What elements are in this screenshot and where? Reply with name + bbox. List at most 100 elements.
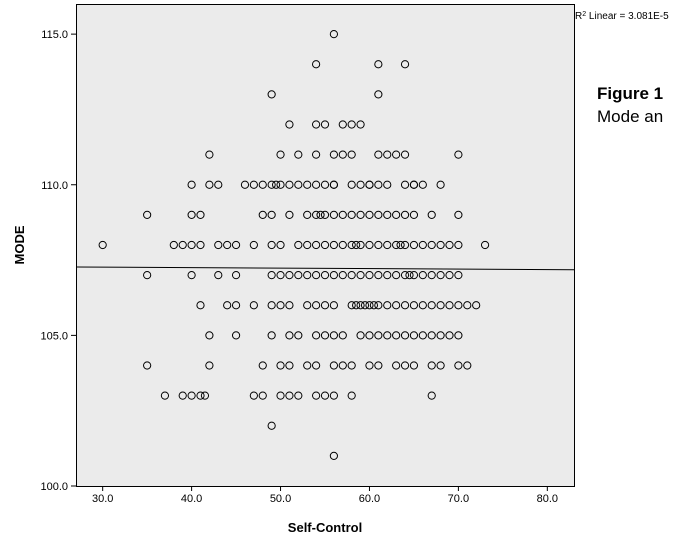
data-point: [205, 180, 214, 189]
r2-linear-label: R2 Linear = 3.081E-5: [575, 11, 669, 23]
data-point: [320, 240, 330, 250]
data-point: [98, 240, 107, 250]
data-point: [214, 180, 223, 189]
data-point: [312, 210, 321, 219]
data-point: [312, 361, 321, 370]
data-point: [427, 271, 436, 280]
data-point: [200, 391, 210, 400]
data-point: [392, 271, 401, 280]
data-point: [267, 210, 276, 219]
data-point: [329, 271, 338, 280]
data-point: [347, 301, 356, 310]
data-point: [392, 240, 401, 250]
data-point: [400, 60, 410, 69]
data-point: [267, 271, 276, 280]
data-point: [400, 240, 410, 250]
data-point: [454, 240, 463, 250]
data-point: [445, 331, 454, 340]
data-point: [258, 180, 267, 189]
data-point: [369, 301, 379, 310]
data-point: [329, 451, 338, 460]
data-point: [267, 90, 276, 99]
data-point: [374, 180, 383, 189]
data-point: [383, 331, 392, 340]
data-point: [320, 120, 330, 129]
y-axis-title: MODE: [12, 225, 27, 264]
data-point: [285, 180, 294, 189]
data-point: [294, 180, 303, 189]
data-point: [338, 331, 347, 340]
data-point: [231, 331, 241, 340]
data-point: [312, 150, 321, 159]
data-point: [196, 391, 205, 400]
data-point: [143, 271, 152, 280]
data-point: [374, 301, 383, 310]
data-point: [267, 331, 276, 340]
data-point: [312, 391, 321, 400]
data-point: [352, 240, 361, 250]
data-point: [454, 210, 463, 219]
data-point: [231, 301, 241, 310]
data-point: [178, 240, 187, 250]
data-point: [303, 271, 312, 280]
data-point: [320, 180, 330, 189]
data-point: [187, 180, 196, 189]
data-point: [285, 210, 294, 219]
x-tick-label: 50.0: [270, 493, 291, 505]
figure-title: Figure 1: [597, 84, 664, 103]
data-point: [329, 301, 338, 310]
data-point: [249, 391, 258, 400]
data-point: [267, 180, 276, 189]
data-point: [400, 361, 410, 370]
data-point: [400, 150, 410, 159]
data-point: [196, 240, 205, 250]
data-point: [454, 301, 463, 310]
y-tick-label: 115.0: [41, 29, 68, 41]
data-point: [392, 301, 401, 310]
data-point: [347, 180, 356, 189]
data-point: [365, 210, 374, 219]
data-point: [249, 180, 258, 189]
data-point: [303, 240, 312, 250]
data-point: [392, 361, 401, 370]
data-point: [285, 301, 294, 310]
y-tick-label: 105.0: [40, 330, 68, 342]
data-point: [338, 361, 347, 370]
data-point: [356, 240, 365, 250]
data-point: [312, 271, 321, 280]
data-point: [231, 240, 241, 250]
data-point: [267, 421, 276, 430]
data-point: [427, 391, 436, 400]
data-points: [98, 30, 490, 460]
data-point: [320, 271, 330, 280]
data-point: [347, 391, 356, 400]
data-point: [427, 210, 436, 219]
data-point: [383, 301, 392, 310]
data-point: [276, 180, 285, 189]
data-point: [427, 331, 436, 340]
data-point: [223, 240, 232, 250]
data-point: [312, 240, 321, 250]
data-point: [365, 271, 374, 280]
data-point: [400, 210, 410, 219]
data-point: [276, 150, 285, 159]
data-point: [329, 180, 338, 189]
data-point: [329, 210, 338, 219]
data-point: [214, 271, 223, 280]
data-point: [392, 210, 401, 219]
data-point: [276, 391, 285, 400]
fit-line-group: [75, 266, 575, 271]
data-point: [356, 331, 365, 340]
data-point: [374, 210, 383, 219]
data-point: [320, 210, 330, 219]
data-point: [205, 150, 214, 159]
data-point: [347, 271, 356, 280]
data-point: [187, 391, 196, 400]
data-point: [276, 361, 285, 370]
data-point: [320, 391, 330, 400]
data-point: [312, 60, 321, 69]
data-point: [347, 210, 356, 219]
x-tick-label: 40.0: [181, 493, 202, 505]
data-point: [400, 301, 410, 310]
